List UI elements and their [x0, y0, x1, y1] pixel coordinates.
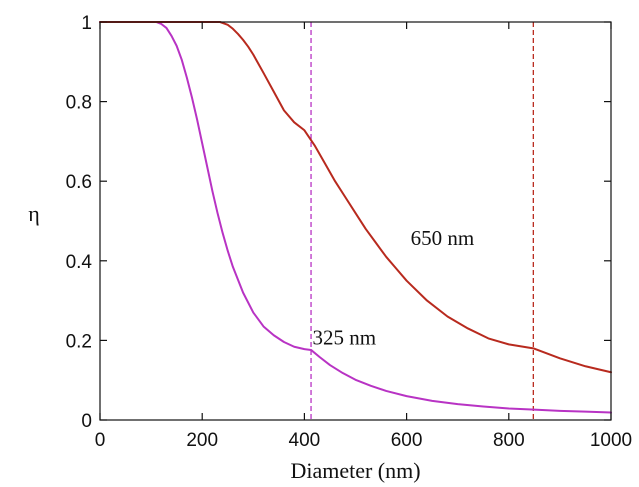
annotation-650-nm: 650 nm — [411, 226, 475, 250]
plot-frame — [99, 21, 612, 421]
x-tick-label: 400 — [289, 430, 321, 451]
annotations: 650 nm 325 nm — [312, 226, 474, 350]
axis-ticks — [99, 21, 612, 421]
y-tick-label: 0.2 — [66, 331, 92, 352]
x-axis-title: Diameter (nm) — [290, 458, 420, 483]
x-tick-label: 600 — [391, 430, 423, 451]
series-line-650-nm — [99, 21, 612, 374]
x-tick-label: 1000 — [590, 430, 632, 451]
y-tick-label: 0.8 — [66, 93, 92, 114]
x-tick-label: 200 — [186, 430, 218, 451]
y-axis-title: η — [28, 201, 40, 226]
series-layer — [99, 21, 612, 414]
y-tick-label: 0.6 — [66, 172, 92, 193]
tick-labels: 0 200 400 600 800 1000 0 0.2 0.4 0.6 0.8 1 — [66, 13, 633, 451]
y-tick-label: 1 — [81, 13, 92, 34]
y-tick-label: 0.4 — [66, 252, 93, 273]
series-line-325-nm — [99, 21, 612, 414]
x-tick-label: 0 — [95, 430, 106, 451]
annotation-325-nm: 325 nm — [312, 325, 376, 349]
y-tick-label: 0 — [81, 411, 92, 432]
x-tick-label: 800 — [493, 430, 525, 451]
reference-lines — [310, 22, 534, 420]
